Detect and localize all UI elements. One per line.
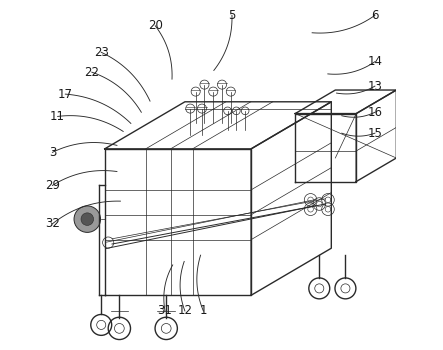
Text: 16: 16 bbox=[367, 106, 382, 119]
Text: 22: 22 bbox=[84, 66, 99, 79]
Text: 14: 14 bbox=[367, 55, 382, 68]
Text: 29: 29 bbox=[45, 179, 60, 192]
Text: 11: 11 bbox=[50, 110, 65, 123]
Circle shape bbox=[74, 206, 101, 232]
Text: 23: 23 bbox=[94, 46, 109, 59]
Text: 6: 6 bbox=[371, 9, 379, 22]
Text: 15: 15 bbox=[367, 127, 382, 140]
Text: 5: 5 bbox=[228, 9, 236, 22]
Text: 12: 12 bbox=[177, 304, 192, 317]
Text: 32: 32 bbox=[45, 217, 60, 230]
Text: 20: 20 bbox=[148, 19, 163, 32]
Text: 13: 13 bbox=[367, 79, 382, 93]
Text: 31: 31 bbox=[158, 304, 172, 317]
Text: 1: 1 bbox=[200, 304, 207, 317]
Text: 17: 17 bbox=[58, 88, 73, 100]
Text: 3: 3 bbox=[49, 146, 56, 159]
Circle shape bbox=[81, 213, 93, 225]
